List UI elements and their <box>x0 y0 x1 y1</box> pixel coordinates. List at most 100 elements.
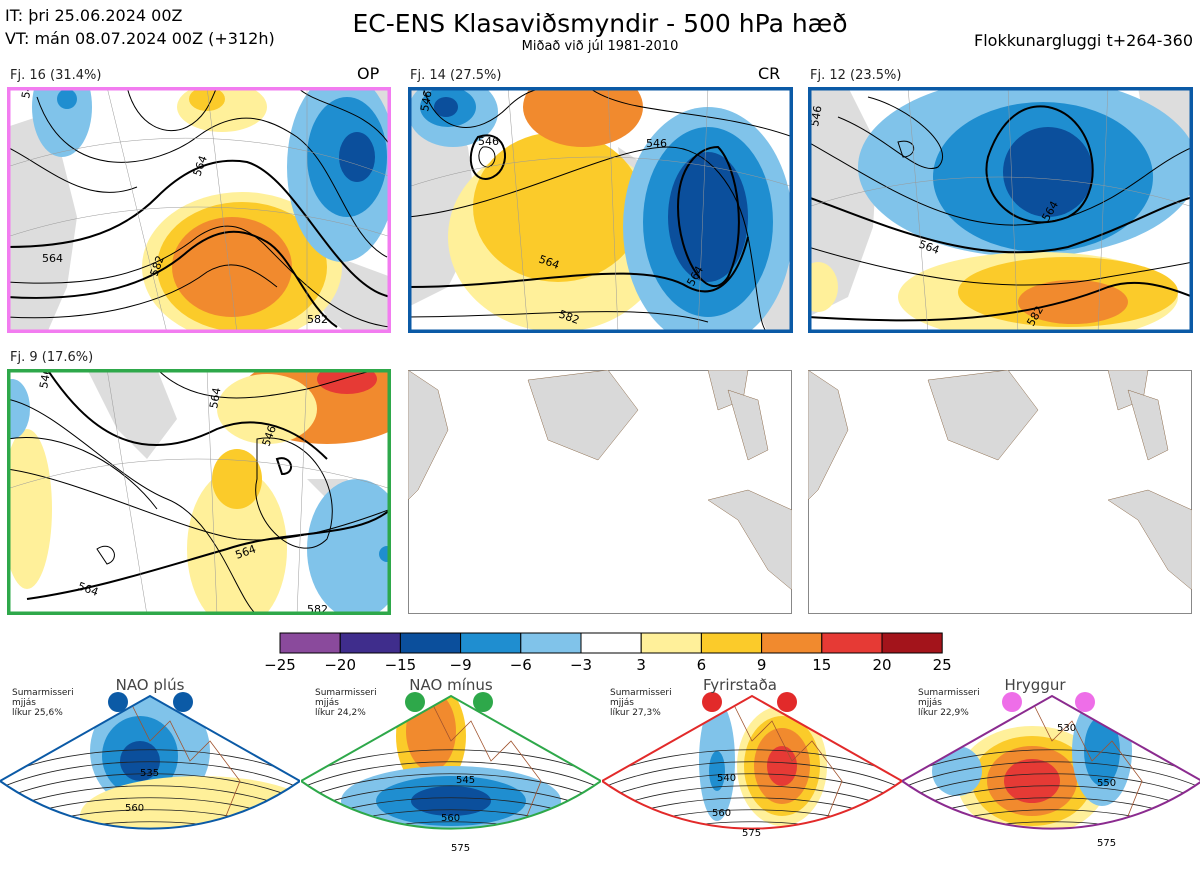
regime-contour-label: 575 <box>451 843 470 854</box>
regime-map: 540 560 575 <box>602 694 902 839</box>
panel-2-border <box>408 87 793 333</box>
height-contours <box>7 87 391 328</box>
colorbar-tick-label: 25 <box>932 656 952 674</box>
regime-name: Fyrirstaða <box>703 676 777 694</box>
regime-contour-label: 560 <box>125 803 144 814</box>
regime-note-line: mjjás <box>610 698 634 708</box>
colorbar-swatch <box>460 632 522 654</box>
panel-3-label: Fj. 12 (23.5%) <box>810 68 902 83</box>
regime-frame <box>301 694 601 830</box>
regime-note-line: mjjás <box>918 698 942 708</box>
init-time: IT: þri 25.06.2024 00Z <box>5 6 183 25</box>
regime-marker <box>173 692 193 712</box>
regime-note: Sumarmisseri mjjás líkur 27,3% <box>610 688 672 718</box>
regime-contour <box>301 821 601 829</box>
regime-map: 535 560 <box>0 694 300 860</box>
regime-contour <box>902 773 1200 801</box>
colorbar-tick-label: 15 <box>812 656 832 674</box>
page-subtitle: Miðað við júl 1981-2010 <box>521 39 679 54</box>
regime-contour-label: 540 <box>717 773 736 784</box>
colorbar-tick-label: −20 <box>324 656 357 674</box>
panel-2-label: Fj. 14 (27.5%) <box>410 68 502 83</box>
anomaly-fill <box>7 369 391 615</box>
colorbar-swatch <box>399 632 462 654</box>
graticule <box>7 369 391 615</box>
regime-contour <box>602 773 902 801</box>
svg-text:564: 564 <box>42 252 63 265</box>
regime-marker <box>702 692 722 712</box>
valid-time: VT: mán 08.07.2024 00Z (+312h) <box>5 29 275 48</box>
regime-contour <box>602 821 902 829</box>
svg-text:546: 546 <box>418 90 434 113</box>
regime-marker <box>1075 692 1095 712</box>
regime-marker <box>777 692 797 712</box>
colorbar-tick-label: 20 <box>872 656 892 674</box>
svg-text:582: 582 <box>307 313 328 326</box>
regime-note: Sumarmisseri mjjás líkur 25,6% <box>12 688 74 718</box>
regime-contour <box>301 761 601 789</box>
anomaly-fill <box>32 87 391 333</box>
colorbar-swatch <box>279 632 341 654</box>
regime-note-line: mjjás <box>315 698 339 708</box>
graticule <box>7 87 391 333</box>
regime-contour-label: 560 <box>712 808 731 819</box>
regime-contour-label: 575 <box>1097 838 1116 849</box>
regime-note: Sumarmisseri mjjás líkur 24,2% <box>315 688 377 718</box>
regime-contour <box>902 834 1200 860</box>
svg-text:546: 546 <box>478 135 499 148</box>
regime-anomaly <box>1012 850 1042 862</box>
regime-contour <box>902 761 1200 789</box>
cluster-map-4: 546 546 564 564 564 582 <box>7 369 391 615</box>
regime-contour-label: 545 <box>456 775 475 786</box>
colorbar-swatch <box>821 632 883 654</box>
colorbar-tick-label: −6 <box>509 656 532 674</box>
svg-text:546: 546 <box>808 105 824 128</box>
height-contours <box>408 87 793 333</box>
regime-contour <box>602 761 902 789</box>
panel-1-label: Fj. 16 (31.4%) <box>10 68 102 83</box>
regime-contour <box>301 773 601 801</box>
regime-contour <box>0 749 300 777</box>
regime-map: 530 550 575 <box>902 694 1200 862</box>
regime-contour <box>0 773 300 801</box>
regime-frame <box>0 694 300 830</box>
colorbar-swatch <box>339 632 401 654</box>
regime-marker <box>473 692 493 712</box>
colorbar-swatch <box>640 632 702 654</box>
regime-marker <box>108 692 128 712</box>
regime-name: NAO plús <box>115 676 185 694</box>
regime-contour <box>0 821 300 829</box>
panel-2-tag: CR <box>758 64 781 83</box>
regime-frame <box>902 694 1200 830</box>
regime-name: Hryggur <box>1004 676 1066 694</box>
colorbar-tick-label: 3 <box>636 656 646 674</box>
regime-contour <box>0 834 300 860</box>
regime-contour-label: 575 <box>742 828 761 839</box>
regime-note-line: líkur 25,6% <box>12 708 63 718</box>
anomaly-fill <box>808 87 1193 333</box>
graticule <box>408 87 793 333</box>
regime-anomaly <box>767 746 797 786</box>
colorbar-swatch <box>700 632 763 654</box>
regime-note-line: líkur 24,2% <box>315 708 366 718</box>
svg-text:546: 546 <box>646 137 667 150</box>
header-left: IT: þri 25.06.2024 00Z VT: mán 08.07.202… <box>5 4 275 50</box>
regime-marker <box>1002 692 1022 712</box>
regime-contour-label: 535 <box>140 768 159 779</box>
colorbar <box>279 632 943 658</box>
empty-map-5 <box>408 370 792 614</box>
panel-4-label: Fj. 9 (17.6%) <box>10 350 94 365</box>
cluster-window: Flokkunargluggi t+264-360 <box>974 31 1193 50</box>
height-contours <box>7 369 391 615</box>
regime-marker <box>405 692 425 712</box>
regime-contour <box>0 761 300 789</box>
colorbar-swatch <box>761 632 823 654</box>
regime-note-line: Sumarmisseri <box>610 688 672 698</box>
regime-frame <box>602 694 902 830</box>
regime-contour-label: 550 <box>1097 778 1116 789</box>
cluster-map-2: 546 546 546 564 564 582 <box>408 87 793 333</box>
regime-contour-label: 560 <box>441 813 460 824</box>
panel-1-border <box>7 87 391 333</box>
svg-text:564: 564 <box>207 387 223 410</box>
height-contours <box>808 96 1193 322</box>
